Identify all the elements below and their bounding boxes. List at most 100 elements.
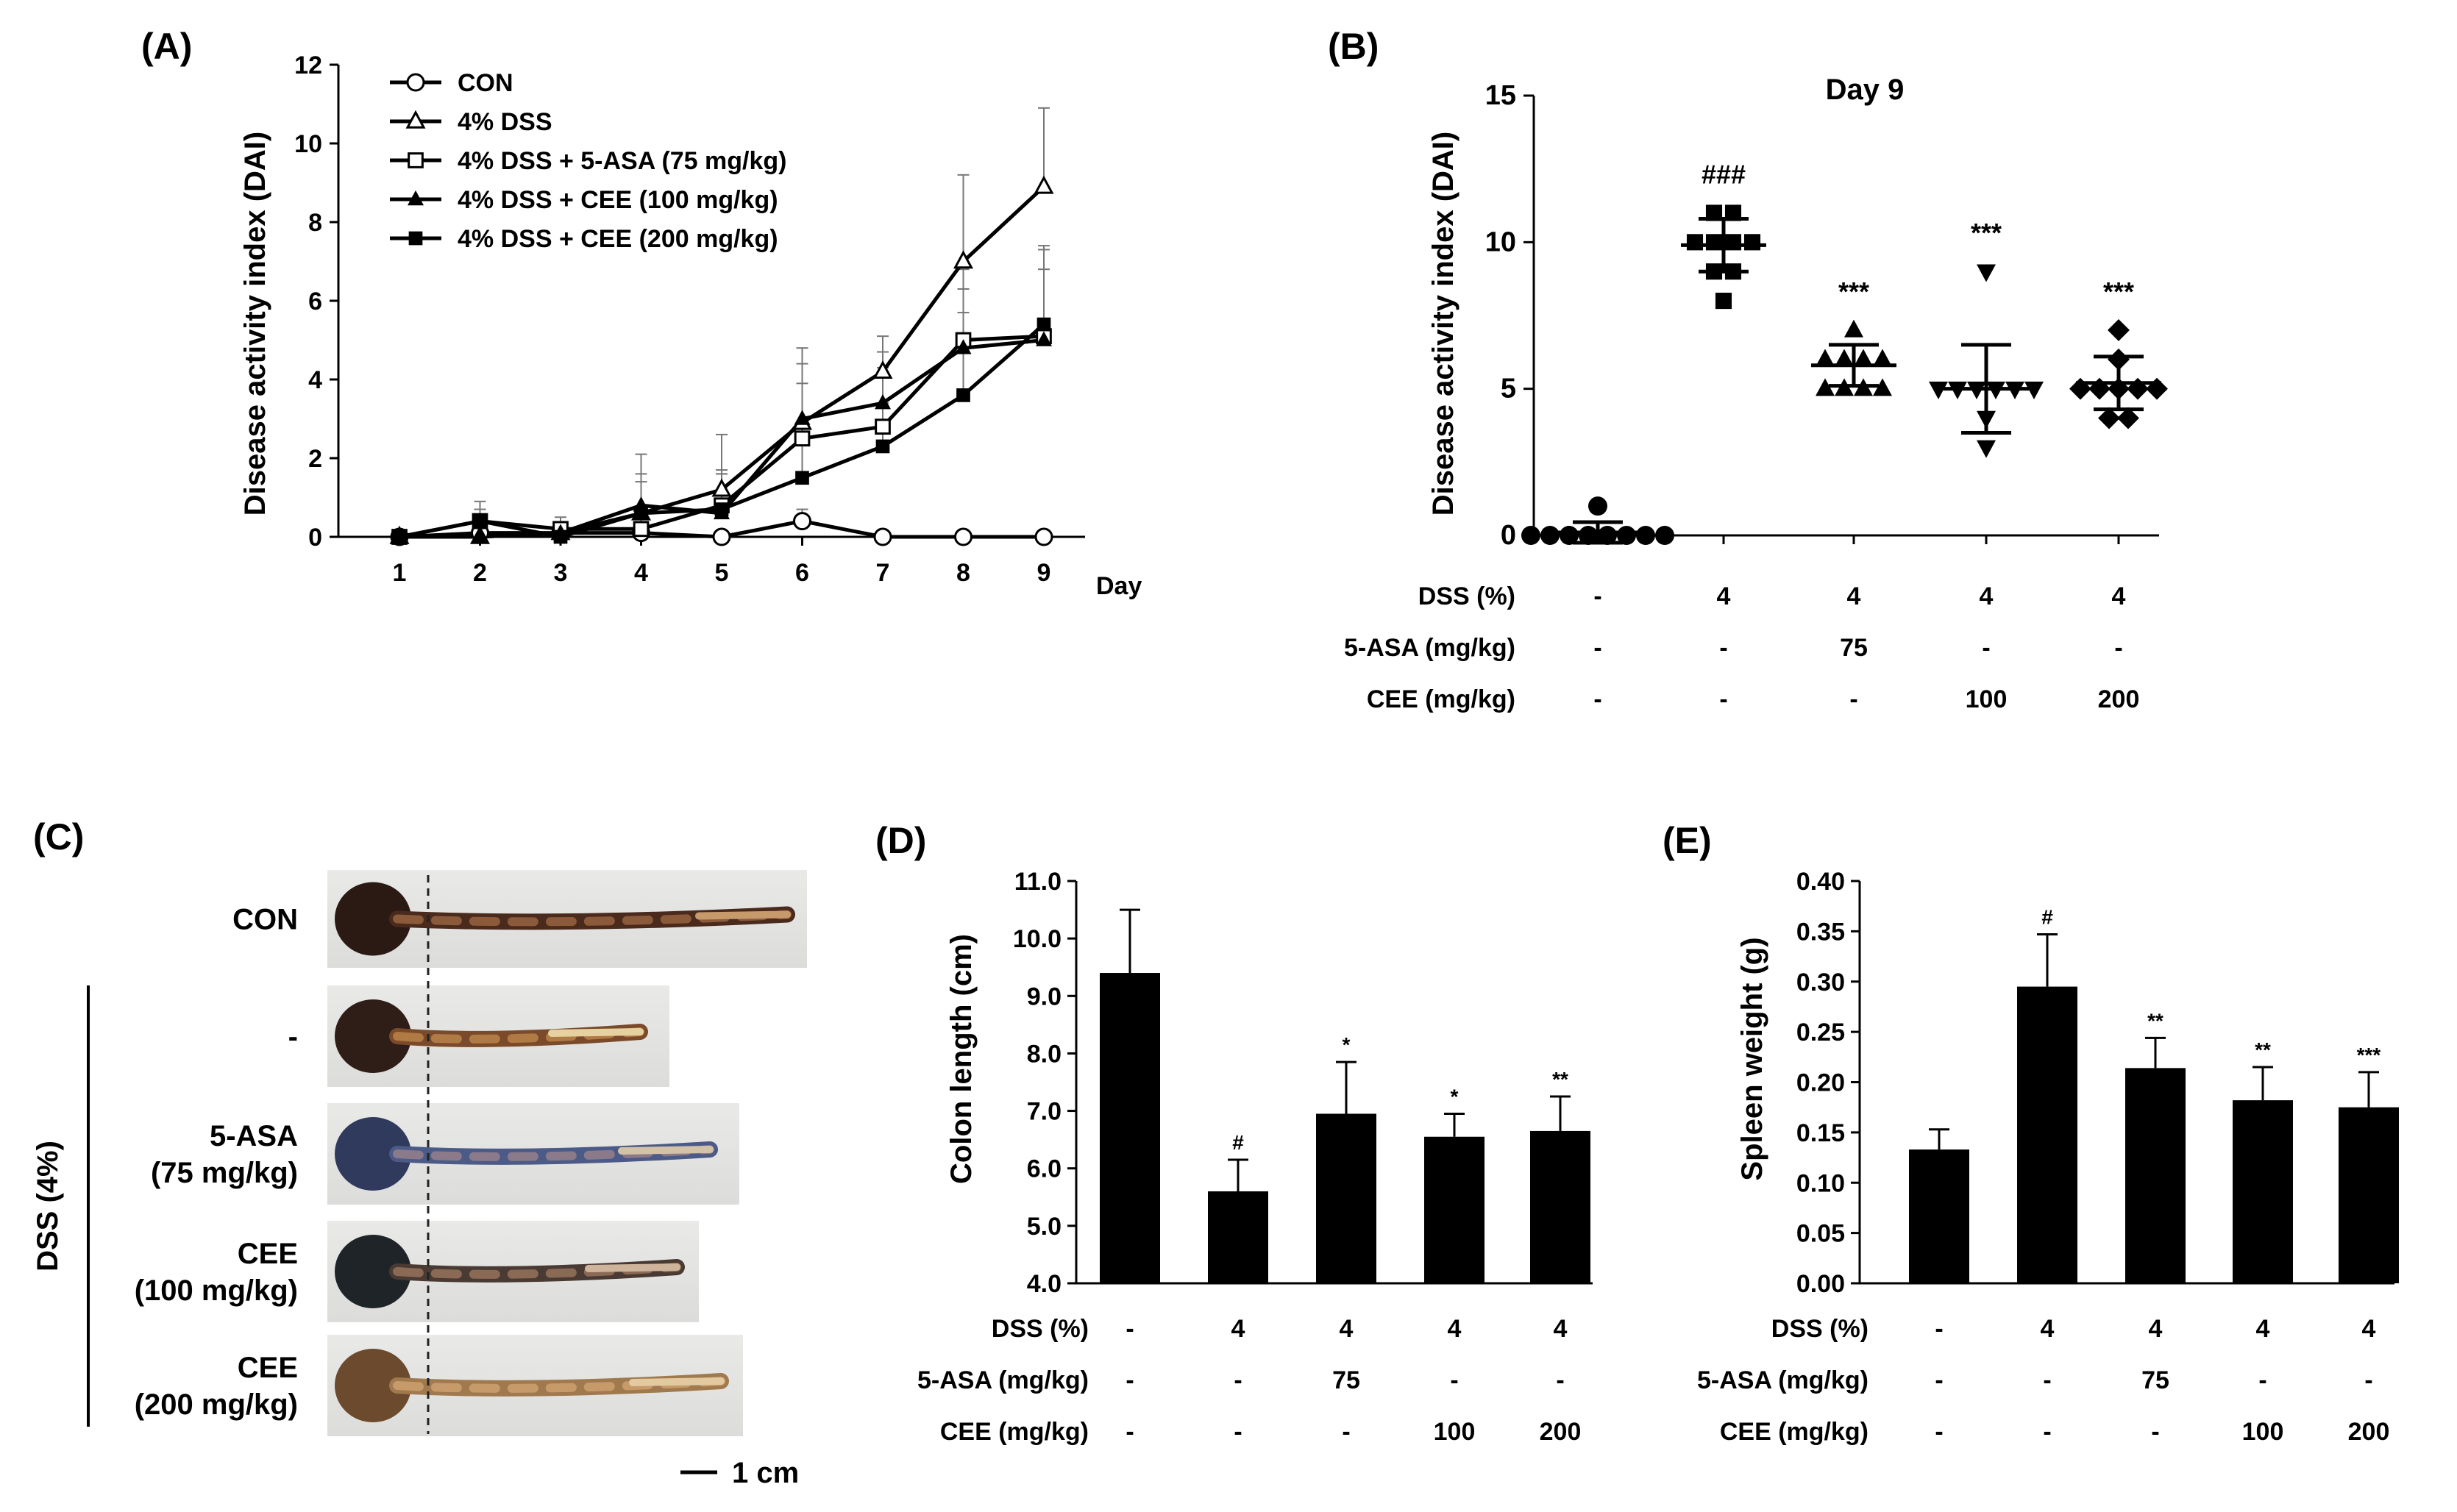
table-cell: 4	[1980, 582, 1994, 610]
bar	[1909, 1149, 1969, 1283]
table-row-label: CEE (mg/kg)	[1720, 1418, 1868, 1446]
a-data-point	[633, 521, 650, 538]
panel-d-treatment-table: DSS (%) - 4 4 4 4 5-ASA (mg/kg) - - 75 - - CEE (mg/k…	[917, 1315, 1581, 1446]
panel-a-x-axis-title: Day	[1096, 572, 1142, 600]
b-significance-mark: ***	[1838, 277, 1869, 307]
bar	[2017, 986, 2077, 1283]
table-cell: 200	[2098, 685, 2140, 713]
cecum-tissue	[335, 1235, 411, 1308]
colon-distal-tissue	[695, 910, 791, 920]
table-cell: -	[1982, 634, 1990, 662]
a-y-tick-label: 2	[308, 445, 322, 473]
table-cell: 4	[2149, 1315, 2163, 1343]
b-data-point	[1617, 526, 1636, 545]
panel-b-title: Day 9	[1826, 74, 1905, 106]
b-data-point	[2088, 377, 2111, 400]
a-data-point	[1037, 317, 1051, 332]
table-cell: 4	[1847, 582, 1861, 610]
a-data-point	[712, 527, 731, 546]
a-data-point	[873, 527, 892, 546]
b-significance-mark: ***	[1971, 218, 2002, 248]
table-cell: -	[1849, 685, 1857, 713]
significance-mark: **	[1552, 1068, 1568, 1091]
photo-row: CEE (100 mg/kg)	[135, 1221, 699, 1322]
b-data-point	[1929, 381, 1948, 399]
a-legend-label: CON	[458, 69, 513, 97]
a-data-point	[794, 410, 811, 425]
y-tick-label: 10.0	[1013, 925, 1062, 953]
b-data-point	[1598, 526, 1617, 545]
significance-mark: *	[1451, 1085, 1459, 1108]
a-data-point	[793, 512, 811, 531]
table-cell: -	[1935, 1315, 1943, 1343]
a-x-tick-label: 3	[554, 559, 568, 587]
table-cell: -	[2364, 1366, 2372, 1394]
a-legend-marker	[408, 190, 424, 206]
panel-b-points	[1521, 204, 2168, 545]
panel-c-photo-rows: CON - 5-ASA (75 mg/kg) CEE (100 mg/kg) CEE (200…	[135, 870, 807, 1436]
y-tick-label: 0.05	[1796, 1220, 1845, 1248]
b-data-point	[1540, 526, 1560, 545]
b-data-point	[1686, 234, 1704, 251]
panel-e-bar-chart: (E) Spleen weight (g) 0.000.050.100.150.…	[1663, 820, 2399, 1446]
b-data-point	[1816, 349, 1835, 367]
colon-distal-tissue	[548, 1028, 644, 1037]
colon-distal-tissue	[629, 1377, 725, 1386]
panel-e-axes: 0.00 0.05 0.10 0.15 0.20 0.25 0.30 0.35 0.40	[1796, 868, 2394, 1298]
panel-e-treatment-table: DSS (%) - 4 4 4 4 5-ASA (mg/kg) - - 75 - - CEE (mg/k…	[1697, 1315, 2389, 1446]
a-legend-marker	[406, 73, 425, 92]
bar	[1316, 1113, 1376, 1283]
cecum-tissue	[335, 882, 411, 956]
colon-distal-tissue	[585, 1263, 680, 1272]
y-tick-label: 0.15	[1796, 1119, 1845, 1147]
table-row-label: CEE (mg/kg)	[1367, 685, 1515, 713]
colon-tissue-segments	[393, 1145, 714, 1161]
cecum-tissue	[335, 1349, 411, 1422]
panel-d-bar-chart: (D) Colon length (cm) 4.0 5.0 6.0 7.0 8.0 9.0…	[875, 820, 1593, 1446]
bar	[2339, 1107, 2399, 1283]
table-cell: 75	[2141, 1366, 2169, 1394]
b-data-point	[1705, 234, 1723, 251]
a-y-tick-label: 4	[308, 366, 322, 394]
y-tick-label: 8.0	[1027, 1040, 1062, 1068]
table-cell: -	[1342, 1418, 1350, 1446]
panel-e-y-axis-title: Spleen weight (g)	[1736, 937, 1768, 1180]
panel-a-legend: CON 4% DSS 4% DSS + 5-ASA (75 mg/kg) 4% DSS…	[390, 69, 786, 253]
y-tick-label: 5.0	[1027, 1213, 1062, 1241]
b-y-tick-label: 15	[1485, 80, 1516, 111]
table-cell: -	[2258, 1366, 2266, 1394]
b-data-point	[1560, 526, 1579, 545]
table-cell: 4	[1717, 582, 1731, 610]
b-data-point	[1724, 234, 1742, 251]
panel-b-letter: (B)	[1328, 26, 1379, 67]
significance-mark: #	[1232, 1131, 1244, 1154]
dss-group-label: DSS (4%)	[32, 1141, 64, 1272]
a-x-tick-label: 7	[876, 559, 890, 587]
a-data-point	[955, 339, 972, 354]
photo-row-label: CEE	[238, 1352, 298, 1384]
b-data-point	[1743, 234, 1761, 251]
a-y-tick-label: 6	[308, 288, 322, 315]
a-data-point	[954, 527, 973, 546]
b-significance-mark: ###	[1702, 159, 1746, 189]
a-x-tick-label: 2	[473, 559, 487, 587]
a-legend-label: 4% DSS + CEE (100 mg/kg)	[458, 186, 778, 214]
table-cell: 200	[1540, 1418, 1582, 1446]
a-x-tick-label: 8	[956, 559, 970, 587]
a-data-point	[553, 529, 568, 544]
y-tick-label: 9.0	[1027, 983, 1062, 1010]
a-data-point	[872, 360, 893, 379]
a-data-point	[956, 388, 970, 402]
a-data-point	[1034, 527, 1053, 546]
b-y-tick-label: 0	[1501, 520, 1516, 551]
a-legend-marker	[405, 110, 426, 129]
cecum-tissue	[335, 999, 411, 1073]
b-data-point	[2098, 407, 2120, 429]
table-cell: -	[1719, 634, 1727, 662]
table-cell: 4	[2041, 1315, 2055, 1343]
b-data-point	[1816, 378, 1835, 396]
a-data-point	[875, 439, 890, 454]
a-data-point	[711, 478, 732, 497]
y-tick-label: 0.00	[1796, 1270, 1845, 1298]
table-cell: 75	[1840, 634, 1868, 662]
